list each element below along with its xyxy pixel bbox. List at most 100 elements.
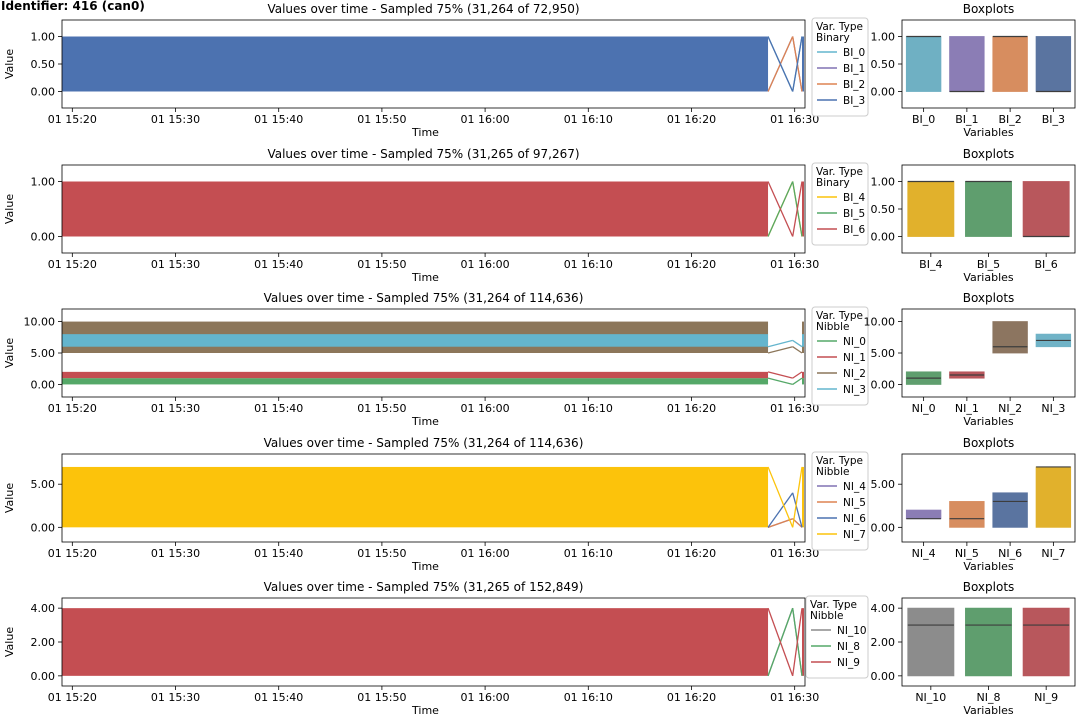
box-x-tick-label: NI_3 bbox=[1041, 402, 1065, 415]
y-axis-label: Value bbox=[3, 194, 16, 224]
legend-label-bi_1: BI_1 bbox=[843, 63, 865, 75]
x-tick-label: 01 16:20 bbox=[667, 691, 716, 704]
chart-panel-0: Values over time - Sampled 75% (31,264 o… bbox=[3, 2, 1076, 139]
box-y-tick-label: 0.50 bbox=[871, 203, 896, 216]
gap-line-ni_5 bbox=[767, 518, 793, 528]
data-band-end-ni_0 bbox=[802, 378, 804, 385]
box-ni_7 bbox=[1035, 466, 1072, 528]
x-tick-label: 01 15:30 bbox=[151, 113, 200, 126]
x-tick-label: 01 15:40 bbox=[254, 258, 303, 271]
boxplot-panel: Boxplots NI_4 NI_5 NI_6 NI_7 0.00 5.00 Variable… bbox=[871, 436, 1076, 573]
gap-line2-ni_6 bbox=[792, 492, 803, 528]
x-axis-label: Time bbox=[411, 126, 439, 139]
boxplot-title: Boxplots bbox=[963, 580, 1015, 594]
box-x-tick-label: NI_0 bbox=[912, 402, 936, 415]
x-tick-label: 01 15:40 bbox=[254, 691, 303, 704]
box-y-tick-label: 0.00 bbox=[871, 521, 896, 534]
chart-title: Values over time - Sampled 75% (31,264 o… bbox=[264, 291, 584, 305]
legend-box bbox=[811, 306, 869, 406]
gap-line-ni_2 bbox=[767, 346, 793, 354]
box-bi_5 bbox=[965, 181, 1012, 237]
legend-label-ni_4: NI_4 bbox=[843, 481, 866, 493]
legend-label-bi_2: BI_2 bbox=[843, 79, 865, 91]
legend-box bbox=[805, 595, 869, 679]
x-tick-label: 01 15:50 bbox=[357, 402, 406, 415]
legend-label-ni_9: NI_9 bbox=[837, 657, 860, 669]
x-tick-label: 01 15:20 bbox=[48, 113, 97, 126]
x-tick-label: 01 16:30 bbox=[770, 258, 819, 271]
box-bi_0 bbox=[905, 36, 942, 92]
x-tick-label: 01 16:20 bbox=[667, 258, 716, 271]
y-tick-label: 0.00 bbox=[31, 378, 56, 391]
boxplot-panel: Boxplots NI_10 NI_8 NI_9 0.00 2.00 4.00 Variabl… bbox=[871, 580, 1076, 717]
box-ni_9 bbox=[1022, 607, 1070, 677]
box-y-tick-label: 0.00 bbox=[871, 86, 896, 99]
x-tick-label: 01 16:10 bbox=[564, 402, 613, 415]
x-tick-label: 01 15:30 bbox=[151, 547, 200, 560]
legend-label-ni_8: NI_8 bbox=[837, 641, 860, 653]
legend-label-ni_7: NI_7 bbox=[843, 529, 866, 541]
x-tick-label: 01 16:10 bbox=[564, 258, 613, 271]
boxplot-x-axis-label: Variables bbox=[963, 271, 1014, 284]
boxplot-title: Boxplots bbox=[963, 436, 1015, 450]
box-x-tick-label: BI_3 bbox=[1042, 113, 1065, 126]
box-ni_10 bbox=[907, 607, 955, 677]
data-band-end bbox=[802, 181, 804, 237]
legend-title: Var. Type bbox=[816, 166, 863, 178]
box-x-tick-label: BI_5 bbox=[977, 258, 1000, 271]
box-bi_2 bbox=[992, 36, 1028, 92]
box-x-tick-label: BI_6 bbox=[1035, 258, 1058, 271]
x-tick-label: 01 16:00 bbox=[460, 258, 509, 271]
x-tick-label: 01 15:20 bbox=[48, 547, 97, 560]
chart-title: Values over time - Sampled 75% (31,264 o… bbox=[267, 2, 579, 16]
legend-title: Nibble bbox=[810, 610, 843, 622]
boxplot-panel: Boxplots BI_0 BI_1 BI_2 BI_3 0.00 0.50 1.00 Vari… bbox=[871, 2, 1076, 139]
legend-title: Binary bbox=[816, 177, 850, 189]
box-bi_3 bbox=[1035, 36, 1072, 92]
x-tick-label: 01 16:20 bbox=[667, 402, 716, 415]
box-ni_4 bbox=[905, 509, 942, 520]
y-tick-label: 4.00 bbox=[31, 602, 56, 615]
x-tick-label: 01 16:20 bbox=[667, 113, 716, 126]
legend-label-bi_6: BI_6 bbox=[843, 224, 866, 236]
data-band-end bbox=[802, 608, 804, 676]
y-tick-label: 0.00 bbox=[31, 521, 56, 534]
gap-line-ni_1 bbox=[767, 371, 793, 379]
box-x-tick-label: NI_2 bbox=[998, 402, 1022, 415]
x-tick-label: 01 16:10 bbox=[564, 113, 613, 126]
box-x-tick-label: BI_0 bbox=[912, 113, 935, 126]
box-bi_4 bbox=[907, 181, 955, 237]
y-tick-label: 0.00 bbox=[31, 231, 56, 244]
gap-line-bi_3 bbox=[767, 36, 794, 92]
box-bi_6 bbox=[1022, 181, 1070, 237]
data-band bbox=[62, 36, 769, 92]
box-ni_5 bbox=[949, 501, 985, 528]
box-x-tick-label: BI_2 bbox=[998, 113, 1021, 126]
chart-panel-2: Values over time - Sampled 75% (31,264 o… bbox=[3, 291, 1076, 428]
x-axis-label: Time bbox=[411, 560, 439, 573]
box-y-tick-label: 0.00 bbox=[871, 378, 896, 391]
chart-panel-3: Values over time - Sampled 75% (31,264 o… bbox=[3, 436, 1076, 573]
x-axis-label: Time bbox=[411, 704, 439, 717]
legend-label-ni_0: NI_0 bbox=[843, 336, 866, 348]
legend-title: Var. Type bbox=[816, 21, 863, 33]
box-y-tick-label: 5.00 bbox=[871, 478, 896, 491]
chart-panel-1: Values over time - Sampled 75% (31,265 o… bbox=[3, 147, 1076, 284]
boxplot-title: Boxplots bbox=[963, 2, 1015, 16]
legend-box bbox=[811, 451, 869, 551]
x-tick-label: 01 16:30 bbox=[770, 547, 819, 560]
box-y-tick-label: 4.00 bbox=[871, 602, 896, 615]
legend-title: Var. Type bbox=[816, 455, 863, 467]
x-tick-label: 01 15:40 bbox=[254, 402, 303, 415]
x-tick-label: 01 16:00 bbox=[460, 113, 509, 126]
data-band-ni_1 bbox=[62, 371, 769, 379]
x-axis-label: Time bbox=[411, 415, 439, 428]
boxplot-x-axis-label: Variables bbox=[963, 560, 1014, 573]
gap-line2-ni_9 bbox=[792, 608, 803, 676]
gap-line-bi_6 bbox=[767, 181, 794, 237]
x-tick-label: 01 15:40 bbox=[254, 547, 303, 560]
y-tick-label: 0.50 bbox=[31, 58, 56, 71]
x-tick-label: 01 15:30 bbox=[151, 691, 200, 704]
legend-label-ni_2: NI_2 bbox=[843, 368, 866, 380]
x-tick-label: 01 16:10 bbox=[564, 691, 613, 704]
